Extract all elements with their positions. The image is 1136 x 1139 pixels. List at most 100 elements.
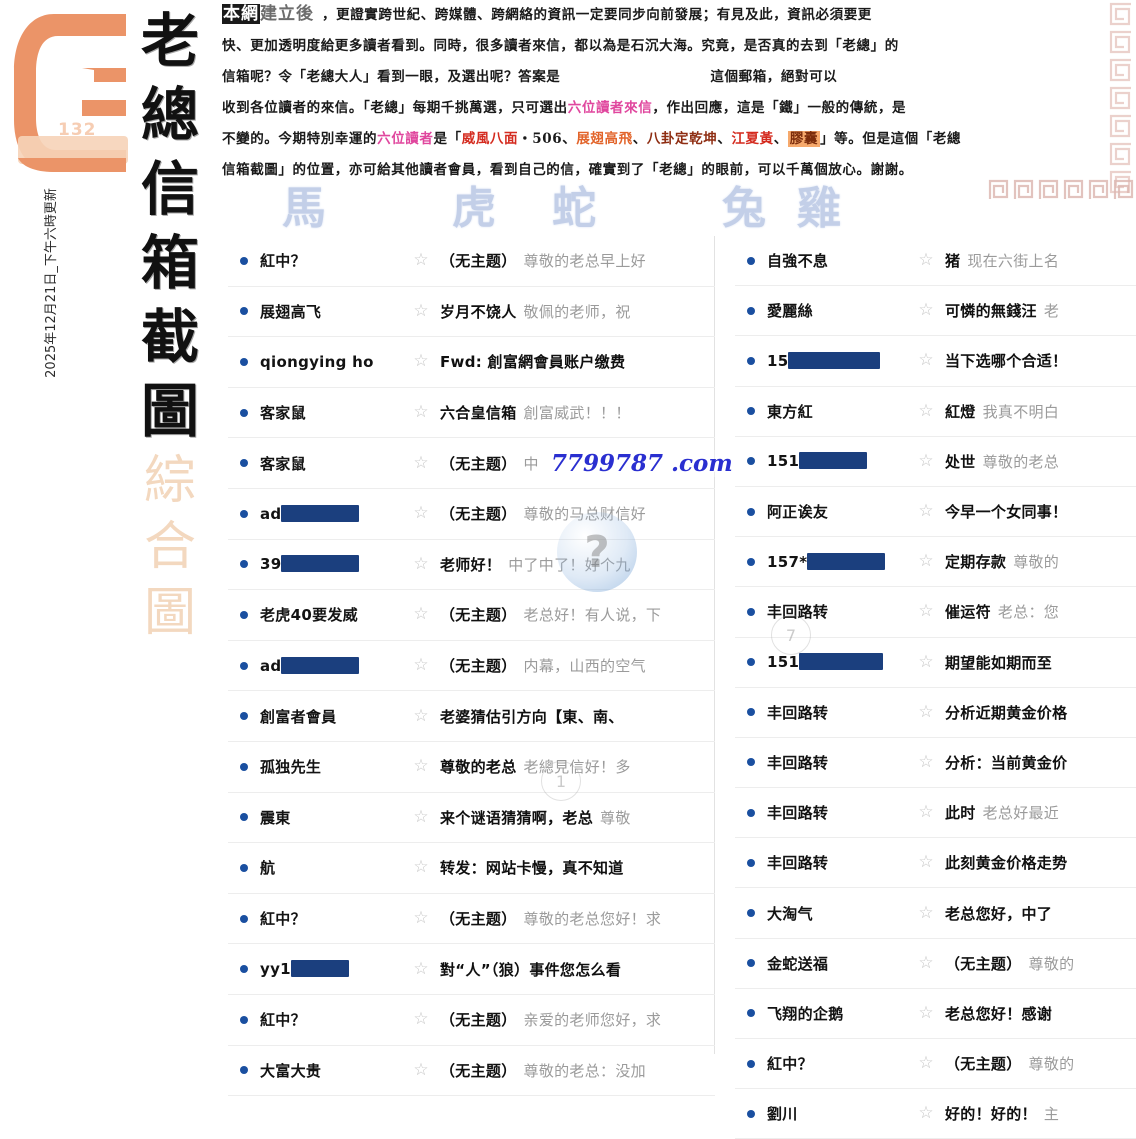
mail-row[interactable]: 展翅高飞 ☆ 岁月不饶人 敬佩的老师，祝 (228, 287, 715, 338)
mail-subject[interactable]: （无主题） 老总好！有人说，下 (440, 606, 662, 625)
mail-row[interactable]: 創富者會員 ☆ 老婆猜估引方向【東、南、 (228, 691, 715, 742)
mail-row[interactable]: 紅中？ ☆ （无主题） 尊敬的老总您好！求 (228, 894, 715, 945)
star-icon[interactable]: ☆ (413, 1009, 429, 1030)
mail-row[interactable]: 航 ☆ 转发：网站卡慢，真不知道 (228, 843, 715, 894)
mail-subject[interactable]: 對“人”（狼）事件您怎么看 (440, 960, 622, 979)
mail-sender[interactable]: 劉川 (767, 1105, 798, 1124)
mail-subject[interactable]: （无主题） 尊敬的 (945, 954, 1075, 973)
mail-subject[interactable]: 当下选哪个合适！ (945, 352, 1068, 371)
mail-sender[interactable]: 丰回路转 (767, 753, 829, 772)
star-icon[interactable]: ☆ (413, 908, 429, 929)
mail-row[interactable]: 丰回路转 ☆ 分析近期黄金价格 (735, 688, 1136, 738)
mail-sender[interactable]: 孤独先生 (260, 758, 322, 777)
star-icon[interactable]: ☆ (918, 902, 934, 923)
mail-sender[interactable]: 飞翔的企鹅 (767, 1004, 844, 1023)
star-icon[interactable]: ☆ (918, 952, 934, 973)
star-icon[interactable]: ☆ (918, 751, 934, 772)
mail-sender[interactable]: 151 (767, 452, 915, 470)
mail-sender[interactable]: ad (260, 656, 410, 675)
mail-subject[interactable]: 老总您好！感谢 (945, 1004, 1053, 1023)
star-icon[interactable]: ☆ (918, 1103, 934, 1124)
mail-row[interactable]: 飞翔的企鹅 ☆ 老总您好！感谢 (735, 989, 1136, 1039)
mail-sender[interactable]: yy1 (260, 960, 410, 978)
mail-row[interactable]: 自強不息 ☆ 猪现在六街上名 (735, 236, 1136, 287)
star-icon[interactable]: ☆ (413, 553, 429, 574)
mail-row[interactable]: 孤独先生 ☆ 尊敬的老总 老總見信好！多 (228, 742, 715, 793)
mail-subject[interactable]: 分析：当前黄金价 (945, 753, 1068, 772)
mail-sender[interactable]: 老虎40要发威 (260, 606, 358, 625)
star-icon[interactable]: ☆ (918, 250, 934, 271)
mail-subject[interactable]: 处世 尊敬的老总 (945, 452, 1060, 471)
star-icon[interactable]: ☆ (413, 756, 429, 777)
mail-sender[interactable]: 愛麗絲 (767, 302, 813, 321)
mail-sender[interactable]: 展翅高飞 (260, 302, 322, 321)
mail-subject[interactable]: （无主题） 尊敬的老总您好！求 (440, 910, 662, 929)
mail-subject[interactable]: （无主题）尊敬的马总财信好 (440, 503, 715, 524)
mail-sender[interactable]: 紅中？ (260, 252, 306, 271)
mail-subject[interactable]: 好的！好的！主 (945, 1105, 1060, 1124)
mail-row[interactable]: qiongying ho ☆ Fwd: 創富網會員账户缴费 (228, 337, 715, 388)
star-icon[interactable]: ☆ (918, 1002, 934, 1023)
mail-subject[interactable]: （无主题） 尊敬的 (945, 1055, 1075, 1074)
mail-sender[interactable]: 東方紅 (767, 402, 813, 421)
mail-subject[interactable]: 分析近期黄金价格 (945, 703, 1068, 722)
star-icon[interactable]: ☆ (413, 351, 429, 372)
star-icon[interactable]: ☆ (918, 1053, 934, 1074)
star-icon[interactable]: ☆ (413, 655, 429, 676)
mail-subject[interactable]: 催运符 老总：您 (945, 603, 1060, 622)
mail-sender[interactable]: 客家鼠 (260, 404, 306, 423)
mail-subject[interactable]: 六合皇信箱 創富威武！！！ (440, 404, 631, 423)
mail-row[interactable]: 東方紅 ☆ 紅燈 我真不明白 (735, 387, 1136, 437)
mail-row[interactable]: 紅中？ ☆ （无主题） 亲爱的老师您好，求 (228, 995, 715, 1046)
mail-row[interactable]: 愛麗絲 ☆ 可憐的無錢汪老 (735, 286, 1136, 337)
star-icon[interactable]: ☆ (918, 350, 934, 371)
mail-row[interactable]: 151 ☆ 期望能如期而至 (735, 638, 1136, 688)
star-icon[interactable]: ☆ (918, 802, 934, 823)
star-icon[interactable]: ☆ (918, 701, 934, 722)
mail-subject[interactable]: 老总您好，中了 (945, 904, 1053, 923)
mail-sender[interactable]: 丰回路转 (767, 854, 829, 873)
mail-subject[interactable]: 老婆猜估引方向【東、南、 (440, 707, 624, 726)
mail-row[interactable]: yy1 ☆ 對“人”（狼）事件您怎么看 (228, 944, 715, 995)
mail-sender[interactable]: 紅中？ (767, 1055, 813, 1074)
star-icon[interactable]: ☆ (918, 852, 934, 873)
mail-sender[interactable]: 紅中？ (260, 1011, 306, 1030)
mail-subject[interactable]: 转发：网站卡慢，真不知道 (440, 859, 624, 878)
mail-row[interactable]: 客家鼠 ☆ （无主题）中 (228, 438, 715, 489)
star-icon[interactable]: ☆ (413, 452, 429, 473)
star-icon[interactable]: ☆ (413, 705, 429, 726)
mail-row[interactable]: 金蛇送福 ☆ （无主题） 尊敬的 (735, 939, 1136, 989)
mail-subject[interactable]: 期望能如期而至 (945, 653, 1053, 672)
mail-sender[interactable]: 15 (767, 351, 915, 370)
star-icon[interactable]: ☆ (413, 402, 429, 423)
mail-subject[interactable]: （无主题）中 (440, 454, 539, 473)
mail-row[interactable]: ad ☆ （无主题） 内幕，山西的空气 (228, 641, 715, 692)
star-icon[interactable]: ☆ (918, 501, 934, 522)
mail-row[interactable]: 紅中？ ☆ （无主题） 尊敬的 (735, 1039, 1136, 1090)
mail-row[interactable]: 丰回路转 ☆ 分析：当前黄金价 (735, 738, 1136, 789)
mail-sender[interactable]: qiongying ho (260, 352, 374, 371)
star-icon[interactable]: ☆ (413, 1059, 429, 1080)
mail-subject[interactable]: 此时 老总好最近 (945, 804, 1060, 823)
mail-sender[interactable]: 客家鼠 (260, 454, 306, 473)
mail-row[interactable]: 大富大贵 ☆ （无主题） 尊敬的老总：没加 (228, 1046, 715, 1097)
star-icon[interactable]: ☆ (918, 300, 934, 321)
star-icon[interactable]: ☆ (413, 300, 429, 321)
mail-sender[interactable]: 震東 (260, 808, 291, 827)
mail-sender[interactable]: 157* (767, 552, 915, 571)
mail-subject[interactable]: 来个谜语猜猜啊，老总 尊敬 (440, 808, 631, 827)
mail-subject[interactable]: 定期存款 尊敬的 (945, 553, 1060, 572)
mail-row[interactable]: 151 ☆ 处世 尊敬的老总 (735, 437, 1136, 487)
mail-sender[interactable]: 丰回路转 (767, 703, 829, 722)
star-icon[interactable]: ☆ (918, 400, 934, 421)
star-icon[interactable]: ☆ (413, 503, 429, 524)
mail-row[interactable]: ad☆ （无主题）尊敬的马总财信好 (228, 489, 715, 540)
mail-sender[interactable]: 自強不息 (767, 252, 829, 271)
mail-sender[interactable]: 航 (260, 859, 276, 878)
mail-sender[interactable]: ad (260, 504, 410, 523)
mail-subject[interactable]: 可憐的無錢汪老 (945, 302, 1060, 321)
star-icon[interactable]: ☆ (918, 450, 934, 471)
mail-row[interactable]: 紅中？ ☆ （无主题） 尊敬的老总早上好 (228, 236, 715, 287)
star-icon[interactable]: ☆ (413, 250, 429, 271)
mail-sender[interactable]: 紅中？ (260, 910, 306, 929)
